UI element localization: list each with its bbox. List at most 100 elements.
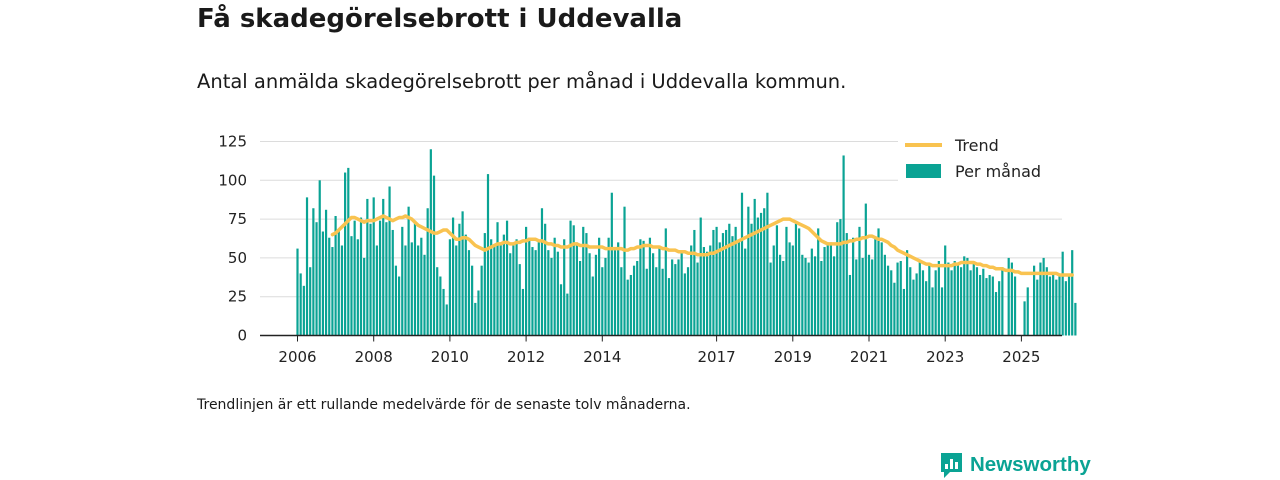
bar <box>880 242 883 336</box>
bar <box>1013 276 1017 336</box>
bar <box>740 192 744 336</box>
bar <box>448 239 451 336</box>
bar <box>985 278 988 336</box>
bar <box>613 250 617 336</box>
newsworthy-logo[interactable]: Newsworthy <box>939 451 1091 479</box>
bar <box>375 245 378 336</box>
bar <box>378 220 382 336</box>
bar <box>528 237 531 336</box>
y-tick-label-100: 100 <box>218 171 247 189</box>
bar <box>823 247 826 336</box>
bar <box>763 208 766 336</box>
bar <box>1055 279 1058 336</box>
bar <box>677 259 680 336</box>
bar <box>779 254 782 336</box>
bar <box>982 268 985 336</box>
bar <box>944 245 947 336</box>
bar <box>398 276 401 336</box>
bar <box>372 197 375 336</box>
bar <box>1052 273 1055 336</box>
bar <box>331 247 334 336</box>
bar <box>531 247 534 336</box>
bar <box>391 229 394 336</box>
bar <box>423 254 426 336</box>
bar <box>918 261 921 336</box>
x-tick-label-2021: 2021 <box>850 348 888 366</box>
bar <box>442 288 445 336</box>
bar <box>404 245 407 336</box>
bar <box>563 239 566 336</box>
bar <box>477 290 480 336</box>
bar <box>639 239 642 336</box>
bar <box>709 245 712 336</box>
bar <box>718 242 721 336</box>
bar <box>705 251 709 336</box>
y-tick-label-125: 125 <box>218 133 247 151</box>
bar <box>385 222 388 336</box>
bar <box>950 270 953 336</box>
bar <box>1039 262 1042 336</box>
y-axis-labels: 0 25 50 75 100 125 <box>218 133 247 345</box>
bar <box>906 250 909 336</box>
bar <box>544 223 547 336</box>
x-tick-label-2017: 2017 <box>698 348 736 366</box>
bar <box>877 228 880 336</box>
bar <box>1023 301 1026 336</box>
bar <box>867 254 871 336</box>
newsworthy-logo-icon <box>941 453 962 478</box>
bar <box>569 220 572 336</box>
x-tick-label-2023: 2023 <box>926 348 964 366</box>
bar <box>636 261 639 336</box>
bar <box>931 287 934 336</box>
bar <box>518 264 521 336</box>
bar <box>436 267 439 336</box>
bar <box>483 233 486 336</box>
bar <box>648 237 652 336</box>
bar <box>642 240 645 336</box>
bar <box>1045 267 1048 336</box>
bar <box>604 257 607 336</box>
bar <box>632 265 636 336</box>
bar <box>940 287 944 336</box>
bar <box>807 262 810 336</box>
bar <box>839 219 842 336</box>
bar <box>832 256 836 336</box>
bar <box>1074 302 1077 336</box>
bar <box>407 206 410 336</box>
bar-series <box>296 149 1077 336</box>
bar <box>369 223 372 336</box>
bar <box>598 237 601 336</box>
bar <box>782 261 785 336</box>
footnote: Trendlinjen är ett rullande medelvärde f… <box>197 397 691 413</box>
bar <box>912 279 915 336</box>
bar <box>699 217 702 336</box>
trend-series <box>330 214 1074 277</box>
bar <box>547 250 550 336</box>
bar <box>826 242 829 336</box>
bar <box>1061 251 1064 336</box>
bar <box>696 262 699 336</box>
bar <box>353 220 356 336</box>
bar <box>756 217 759 336</box>
bar <box>480 265 483 336</box>
bar <box>474 302 477 336</box>
bar <box>582 226 585 336</box>
bar <box>388 186 391 336</box>
bar <box>334 216 337 336</box>
x-tick-label-2025: 2025 <box>1002 348 1040 366</box>
bar <box>820 261 823 336</box>
bar <box>966 257 969 336</box>
bar <box>1048 276 1052 336</box>
bar <box>909 267 912 336</box>
bar <box>979 274 982 336</box>
bar <box>785 226 788 336</box>
bar <box>899 261 902 336</box>
bar <box>493 245 496 336</box>
bar <box>715 226 718 336</box>
bar <box>744 248 747 336</box>
y-tick-label-25: 25 <box>228 288 247 306</box>
bar <box>382 198 385 336</box>
bar <box>617 242 620 336</box>
bar <box>671 259 674 336</box>
